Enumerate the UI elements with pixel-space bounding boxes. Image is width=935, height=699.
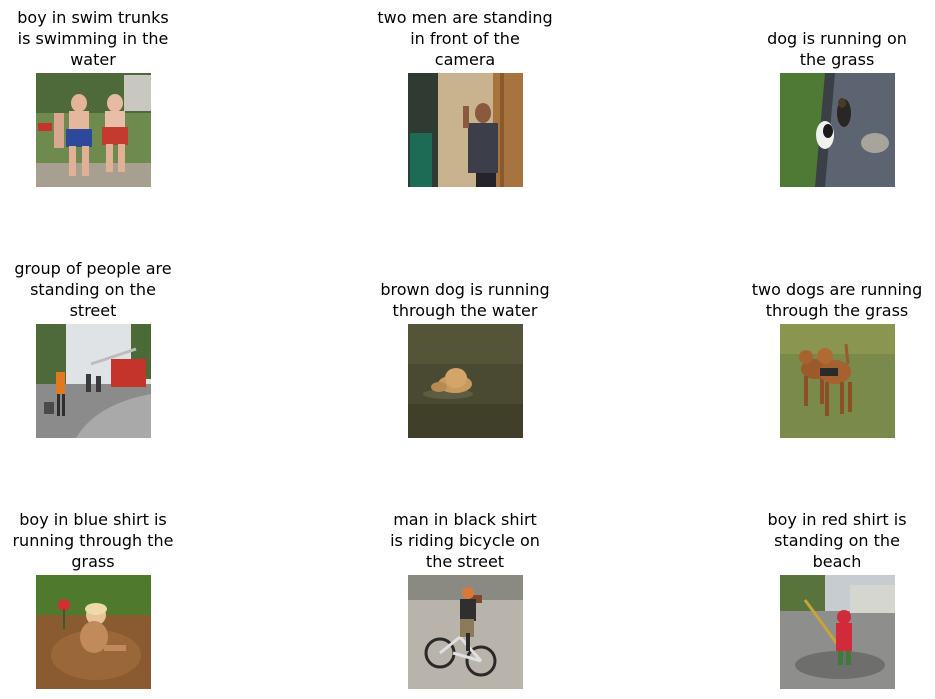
photo-thumbnail bbox=[780, 73, 895, 187]
caption-line: two dogs are running bbox=[751, 280, 923, 299]
photo-man-smoking bbox=[408, 73, 523, 187]
photo-man-on-bicycle bbox=[408, 575, 523, 689]
caption-line: standing on the bbox=[30, 280, 156, 299]
photo-thumbnail bbox=[780, 575, 895, 689]
caption-line: the grass bbox=[799, 50, 875, 69]
image-caption: two dogs are running through the grass bbox=[727, 279, 935, 321]
caption-line: brown dog is running bbox=[380, 280, 550, 299]
caption-line: camera bbox=[434, 50, 496, 69]
caption-line: boy in swim trunks bbox=[17, 8, 169, 27]
photo-thumbnail bbox=[408, 324, 523, 438]
caption-line: through the water bbox=[392, 301, 538, 320]
caption-line: two men are standing bbox=[377, 8, 553, 27]
caption-line: in front of the bbox=[410, 29, 520, 48]
image-caption: man in black shirt is riding bicycle on … bbox=[355, 509, 575, 572]
caption-line: grass bbox=[71, 552, 115, 571]
photo-thumbnail bbox=[36, 575, 151, 689]
image-caption: two men are standing in front of the cam… bbox=[355, 7, 575, 70]
caption-line: the street bbox=[425, 552, 505, 571]
photo-street-people bbox=[36, 324, 151, 438]
image-caption: boy in red shirt is standing on the beac… bbox=[727, 509, 935, 572]
caption-line: standing on the bbox=[774, 531, 900, 550]
caption-line: water bbox=[70, 50, 116, 69]
photo-two-dogs-grass bbox=[780, 324, 895, 438]
photo-thumbnail bbox=[780, 324, 895, 438]
caption-line: is swimming in the bbox=[17, 29, 169, 48]
photo-thumbnail bbox=[36, 73, 151, 187]
image-caption: group of people are standing on the stre… bbox=[0, 258, 203, 321]
photo-thumbnail bbox=[408, 575, 523, 689]
caption-line: beach bbox=[812, 552, 862, 571]
photo-dog-in-water bbox=[408, 324, 523, 438]
caption-line: running through the bbox=[12, 531, 174, 550]
caption-line: man in black shirt bbox=[393, 510, 537, 529]
caption-line: street bbox=[69, 301, 117, 320]
photo-child-in-mud bbox=[36, 575, 151, 689]
caption-line: boy in red shirt is bbox=[767, 510, 907, 529]
image-caption: boy in swim trunks is swimming in the wa… bbox=[0, 7, 203, 70]
photo-thumbnail bbox=[408, 73, 523, 187]
caption-line: is riding bicycle on bbox=[390, 531, 540, 550]
image-caption: boy in blue shirt is running through the… bbox=[0, 509, 203, 572]
photo-children-running bbox=[36, 73, 151, 187]
photo-dogs-on-pavement bbox=[780, 73, 895, 187]
caption-line: through the grass bbox=[765, 301, 909, 320]
caption-line: dog is running on bbox=[767, 29, 907, 48]
photo-thumbnail bbox=[36, 324, 151, 438]
image-caption: brown dog is running through the water bbox=[355, 279, 575, 321]
caption-line: boy in blue shirt is bbox=[19, 510, 167, 529]
image-caption: dog is running on the grass bbox=[727, 28, 935, 70]
photo-child-red-raincoat bbox=[780, 575, 895, 689]
caption-line: group of people are bbox=[14, 259, 172, 278]
